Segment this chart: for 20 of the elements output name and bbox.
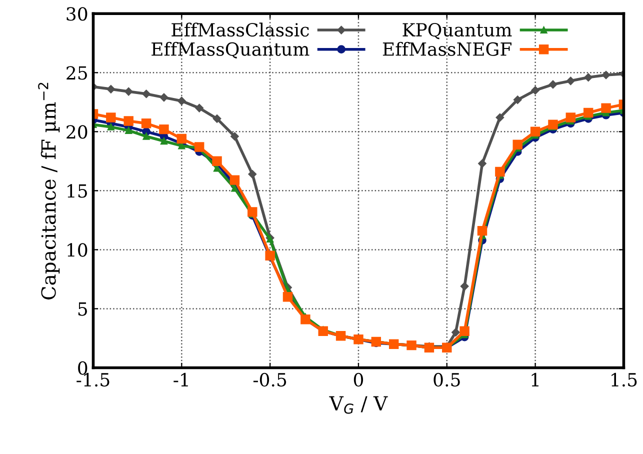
x-tick-label: -1.5: [76, 372, 110, 387]
y-tick-label: 30: [66, 7, 88, 21]
x-tick-label: -0.5: [253, 372, 286, 387]
y-tick-label: 5: [78, 302, 87, 316]
legend-label: EffMassQuantum: [152, 42, 310, 59]
x-tick-label: 0.5: [434, 372, 460, 387]
x-tick-label: 1: [532, 372, 538, 386]
x-axis-title: V$_{G}$ / V: [329, 396, 388, 414]
y-tick-label: 10: [68, 243, 88, 257]
y-tick-label: 15: [68, 184, 87, 198]
x-tick-label: 0: [354, 372, 364, 387]
legend-label: EffMassClassic: [172, 22, 309, 37]
legend-label: KPQuantum: [402, 22, 512, 40]
y-axis-title: Capacitance / fF µm$^{−2}$: [38, 82, 60, 300]
y-tick-label: 20: [66, 125, 88, 139]
x-tick-label: -1: [174, 372, 188, 386]
x-tick-label: 1.5: [612, 372, 637, 387]
y-tick-label: 25: [66, 66, 87, 80]
y-tick-label: 0: [78, 361, 88, 375]
legend-label: EffMassNEGF: [382, 42, 512, 56]
